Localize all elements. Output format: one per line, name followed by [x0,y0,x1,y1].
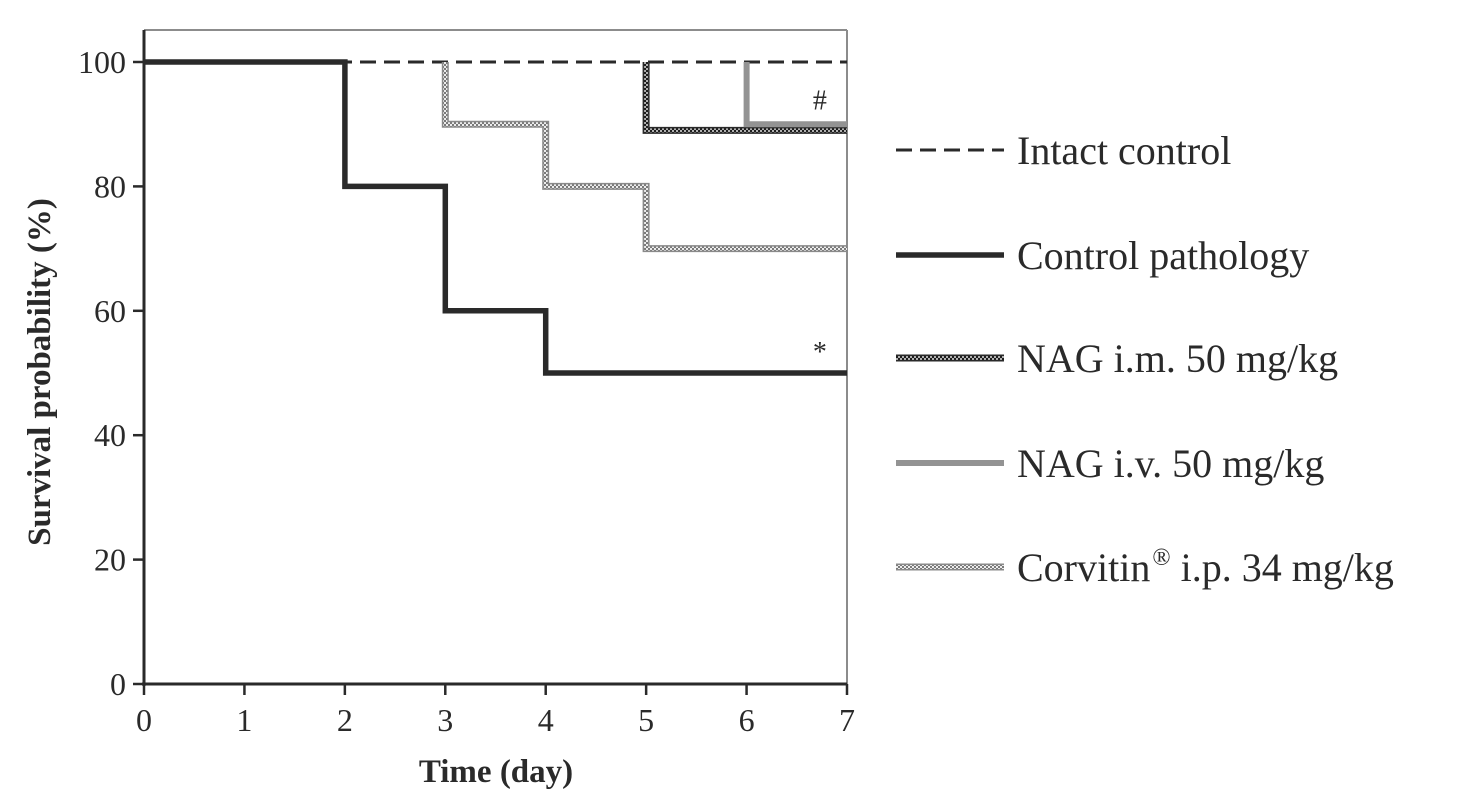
x-tick-label: 4 [538,702,554,738]
y-tick-label: 60 [94,293,126,329]
series-layer [144,59,847,376]
annotation-mark: * [813,337,827,368]
y-tick-label: 0 [110,666,126,702]
x-tick-label: 3 [437,702,453,738]
x-tick-label: 0 [136,702,152,738]
y-axis-title: Survival probability (%) [22,198,58,546]
legend-label: Intact control [1017,128,1231,173]
legend-label: NAG i.m. 50 mg/kg [1017,336,1338,381]
plot-frame [144,29,848,684]
legend-item: Control pathology [896,233,1309,278]
series-line-3 [642,62,847,134]
legend-item: Intact control [896,128,1231,173]
legend-label: Control pathology [1017,233,1309,278]
x-tick-label: 5 [638,702,654,738]
x-tick-label: 2 [337,702,353,738]
series-line-4 [743,62,847,128]
x-tick-label: 1 [236,702,252,738]
axes: 0 20 40 60 80 100 0 1 2 3 4 5 6 7 [78,30,855,738]
annotation-mark: # [813,85,827,116]
annotations: #* [813,85,827,368]
legend-item: Corvitin® i.p. 34 mg/kg [896,545,1394,590]
series-line-2 [144,59,847,376]
y-tick-label: 40 [94,417,126,453]
x-axis-title: Time (day) [419,754,573,790]
y-tick-label: 20 [94,542,126,578]
y-tick-label: 80 [94,168,126,204]
legend-item: NAG i.m. 50 mg/kg [896,336,1338,381]
series-line-5 [441,62,847,253]
legend: Intact control Control pathology NAG i.m. … [896,128,1394,590]
legend-label: Corvitin® i.p. 34 mg/kg [1017,545,1394,590]
legend-item: NAG i.v. 50 mg/kg [896,441,1324,486]
x-tick-label: 7 [839,702,855,738]
legend-label: NAG i.v. 50 mg/kg [1017,441,1324,486]
x-tick-label: 6 [739,702,755,738]
y-tick-label: 100 [78,44,126,80]
